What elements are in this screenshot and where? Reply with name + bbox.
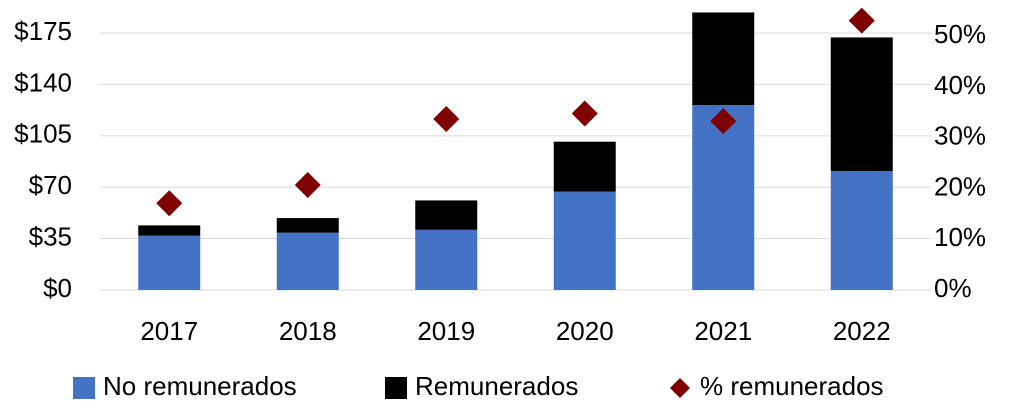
x-tick-label: 2020 [556, 316, 614, 346]
bar-segment [276, 218, 339, 233]
y2-tick-label: 30% [934, 121, 986, 151]
y2-tick-label: 0% [934, 273, 972, 303]
bar-segment [415, 200, 478, 230]
bar-segment [553, 141, 616, 192]
y2-tick-label: 20% [934, 171, 986, 201]
x-tick-label: 2017 [140, 316, 198, 346]
y2-tick-label: 40% [934, 70, 986, 100]
y-tick-label: $35 [29, 221, 72, 251]
diamond-marker [848, 7, 875, 34]
legend-label: % remunerados [700, 371, 884, 401]
x-tick-label: 2018 [279, 316, 337, 346]
bar-segment [692, 104, 755, 291]
x-tick-label: 2019 [417, 316, 475, 346]
diamond-marker [571, 100, 598, 127]
legend-marker [385, 377, 407, 399]
x-tick-label: 2022 [833, 316, 891, 346]
bar-segment [276, 232, 339, 290]
diamond-marker [433, 106, 460, 133]
y2-tick-label: 50% [934, 19, 986, 49]
y-tick-label: $105 [14, 119, 72, 149]
bar-segment [415, 229, 478, 290]
x-tick-label: 2021 [694, 316, 752, 346]
bar-segment [553, 191, 616, 290]
bar-segment [138, 225, 201, 236]
y2-tick-label: 10% [934, 222, 986, 252]
legend-label: Remunerados [415, 371, 578, 401]
diamond-marker [710, 108, 737, 135]
bar-segment [830, 37, 893, 172]
legend-label: No remunerados [103, 371, 297, 401]
legend-marker [670, 378, 690, 398]
bar-segment [830, 171, 893, 290]
y-tick-label: $140 [14, 67, 72, 97]
y-tick-label: $0 [43, 273, 72, 303]
diamond-marker [294, 171, 321, 198]
legend-marker [73, 377, 95, 399]
bar-segment [138, 235, 201, 290]
y-tick-label: $70 [29, 170, 72, 200]
y-tick-label: $175 [14, 16, 72, 46]
diamond-marker [156, 190, 183, 217]
bar-segment [692, 12, 755, 105]
